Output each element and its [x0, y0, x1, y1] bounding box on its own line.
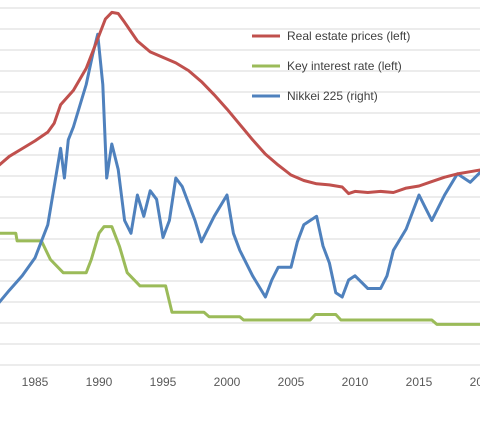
x-tick-label: 1995	[150, 375, 177, 389]
legend-label: Key interest rate (left)	[287, 59, 402, 73]
series-line-0	[0, 10, 480, 196]
series-line-2	[0, 32, 480, 304]
x-tick-label: 1985	[22, 375, 49, 389]
gridlines	[0, 7, 480, 366]
x-tick-label: 2000	[214, 375, 241, 389]
legend-label: Nikkei 225 (right)	[287, 89, 378, 103]
x-tick-label: 2005	[278, 375, 305, 389]
x-tick-label: 2010	[342, 375, 369, 389]
x-tick-label: 1990	[86, 375, 113, 389]
x-tick-label: 2015	[406, 375, 433, 389]
series-layer	[0, 10, 480, 326]
series-line-1	[0, 225, 480, 326]
x-axis-tick-labels: 1985 1990 1995 2000 2005 2010 2015 2020	[22, 375, 480, 389]
legend: Real estate prices (left) Key interest ra…	[252, 29, 410, 103]
x-tick-label: 2020	[470, 375, 480, 389]
legend-label: Real estate prices (left)	[287, 29, 410, 43]
